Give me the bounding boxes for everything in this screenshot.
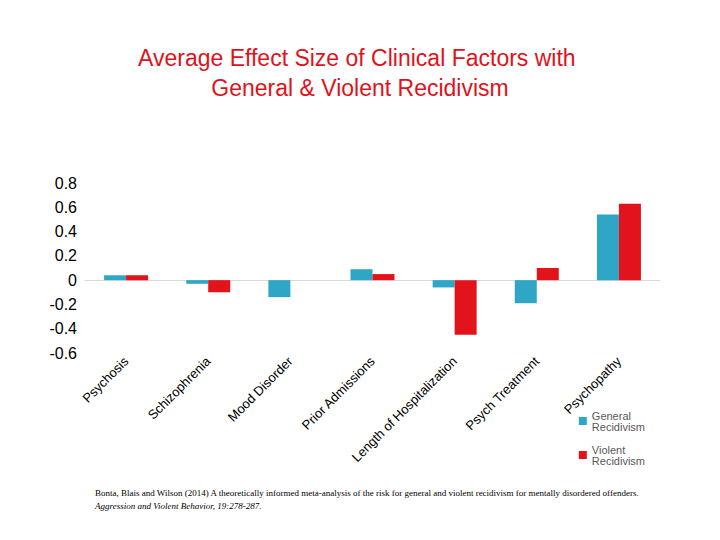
svg-text:0.8: 0.8 <box>55 175 77 192</box>
svg-text:Bonta, Blais and Wilson (2014): Bonta, Blais and Wilson (2014) A theoret… <box>95 488 639 498</box>
svg-text:Schizophrenia: Schizophrenia <box>145 353 214 422</box>
svg-text:0.2: 0.2 <box>55 247 77 264</box>
svg-text:Psychosis: Psychosis <box>79 353 131 405</box>
svg-text:-0.4: -0.4 <box>49 320 77 337</box>
svg-text:Violent: Violent <box>591 443 629 456</box>
svg-text:Psychopathy: Psychopathy <box>561 353 625 417</box>
svg-text:Aggression and Violent Behavio: Aggression and Violent Behavior, 19:278-… <box>94 501 261 511</box>
svg-text:Recidivism: Recidivism <box>592 455 645 467</box>
svg-text:General & Violent Recidivism: General & Violent Recidivism <box>211 75 508 101</box>
svg-text:General: General <box>591 409 634 422</box>
svg-text:Average Effect Size of Clinica: Average Effect Size of Clinical Factors … <box>138 45 582 71</box>
svg-text:Prior Admissions: Prior Admissions <box>299 353 378 432</box>
svg-text:-0.2: -0.2 <box>49 296 77 313</box>
svg-text:0.4: 0.4 <box>55 223 77 240</box>
svg-text:Psych Treatment: Psych Treatment <box>463 353 543 433</box>
svg-text:0.6: 0.6 <box>55 199 77 216</box>
svg-text:Mood Disorder: Mood Disorder <box>225 353 296 424</box>
svg-text:-0.6: -0.6 <box>49 345 77 362</box>
svg-text:Recidivism: Recidivism <box>592 421 645 433</box>
svg-text:0: 0 <box>68 272 77 289</box>
svg-text:Length of Hospitalization: Length of Hospitalization <box>349 354 460 465</box>
